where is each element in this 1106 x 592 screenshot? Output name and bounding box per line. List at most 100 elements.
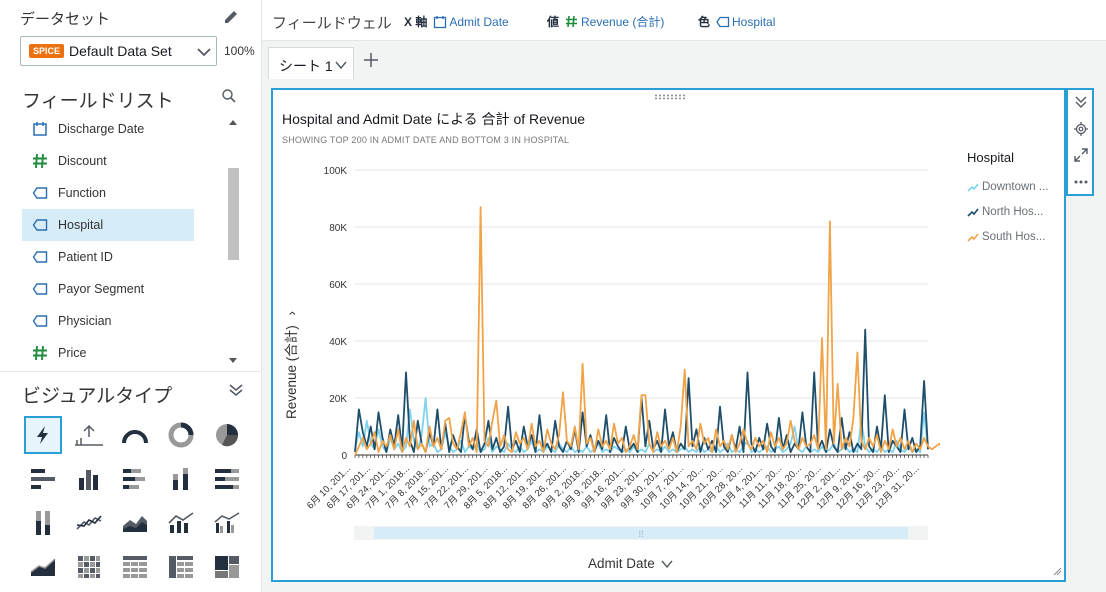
measure-icon [33, 345, 47, 361]
chevron-right-icon[interactable]: › [284, 310, 299, 316]
dataset-select[interactable]: SPICE Default Data Set [20, 36, 217, 66]
visual-types-heading: ビジュアルタイプ [22, 386, 173, 407]
pie-chart-icon[interactable] [208, 416, 246, 454]
donut-chart-icon[interactable] [162, 416, 200, 454]
stacked-column-icon[interactable] [162, 460, 200, 498]
stacked-area-icon[interactable] [24, 548, 62, 586]
vertical-bar-icon[interactable] [70, 460, 108, 498]
field-label: Hospital [58, 218, 104, 232]
field-item[interactable]: Price [22, 337, 194, 369]
scroll-up-arrow[interactable] [229, 120, 237, 125]
chevron-down-icon [197, 48, 211, 57]
field-item[interactable]: Payor Segment [22, 273, 194, 305]
search-icon[interactable] [221, 88, 237, 104]
y-axis-label[interactable]: Revenue (合計) › [280, 305, 300, 425]
visual-type-grid [24, 416, 244, 586]
field-wells-bar: フィールドウェル X 軸 Admit Date 値 Revenue (合計) 色… [262, 0, 1106, 41]
visual-subtitle: SHOWING TOP 200 IN ADMIT DATE AND BOTTOM… [282, 135, 570, 145]
drag-handle-icon[interactable] [654, 94, 686, 100]
dimension-icon [32, 219, 48, 231]
y-tick-label: 20K [329, 394, 347, 405]
legend-item[interactable]: North Hos... [967, 206, 1062, 231]
more-options-icon[interactable] [1073, 174, 1089, 190]
legend-label: North Hos... [982, 206, 1044, 218]
y-tick-label: 40K [329, 337, 347, 348]
dimension-icon [32, 251, 48, 263]
visual-menu [1066, 88, 1094, 196]
range-scrollbar-thumb[interactable] [374, 527, 908, 539]
sheet-tabs-bar: シート 1 [262, 41, 1106, 79]
autograph-icon[interactable] [24, 416, 62, 454]
table-icon[interactable] [116, 548, 154, 586]
y-tick-label: 80K [329, 223, 347, 234]
field-list-heading: フィールドリスト [22, 91, 174, 112]
field-item[interactable]: Discount [22, 145, 194, 177]
heat-map-icon[interactable] [70, 548, 108, 586]
x-axis-well[interactable]: X 軸 Admit Date [404, 13, 509, 30]
resize-handle-icon[interactable] [1052, 566, 1062, 576]
field-list: Discharge Date Discount Function Hospital Pa… [22, 113, 194, 369]
field-item[interactable]: Patient ID [22, 241, 194, 273]
field-wells-title[interactable]: フィールドウェル [272, 15, 392, 32]
stacked-bar-icon[interactable] [116, 460, 154, 498]
line-swatch-icon [967, 183, 979, 192]
scroll-thumb[interactable] [228, 168, 239, 260]
double-chevron-down-icon[interactable] [228, 383, 244, 397]
clustered-combo-icon[interactable] [208, 504, 246, 542]
legend-label: Downtown ... [982, 181, 1049, 193]
tree-map-icon[interactable] [208, 548, 246, 586]
pencil-icon[interactable] [222, 8, 240, 26]
grip-icon[interactable]: ⁞⁞ [638, 529, 643, 539]
collapse-icon[interactable] [1073, 94, 1089, 110]
measure-icon [33, 153, 47, 169]
dimension-icon [32, 315, 48, 327]
line-chart-icon[interactable] [70, 504, 108, 542]
y-axis-label-text: Revenue (合計) [284, 325, 299, 420]
combo-chart-icon[interactable] [162, 504, 200, 542]
line-swatch-icon [967, 208, 979, 217]
field-label: Price [58, 346, 87, 360]
field-label: Patient ID [58, 250, 113, 264]
scroll-down-arrow[interactable] [229, 358, 237, 363]
x-axis-well-label: X 軸 [404, 15, 428, 29]
field-item[interactable]: Hospital [22, 209, 194, 241]
area-chart-icon[interactable] [116, 504, 154, 542]
field-item[interactable]: Physician [22, 305, 194, 337]
expand-icon[interactable] [1073, 147, 1089, 163]
left-panel: データセット SPICE Default Data Set 100% フィールド… [0, 0, 262, 592]
gauge-icon[interactable] [116, 416, 154, 454]
value-well[interactable]: 値 Revenue (合計) [547, 13, 664, 30]
field-item[interactable]: Function [22, 177, 194, 209]
tab-sheet-1[interactable]: シート 1 [268, 47, 354, 79]
add-sheet-icon[interactable] [362, 51, 380, 69]
visual-title[interactable]: Hospital and Admit Date による 合計 of Revenu… [282, 111, 586, 127]
chevron-down-icon[interactable] [661, 560, 673, 568]
spice-badge: SPICE [29, 44, 65, 58]
gear-icon[interactable] [1073, 121, 1089, 137]
dimension-icon [32, 187, 48, 199]
kpi-icon[interactable] [70, 416, 108, 454]
x-axis-label[interactable]: Admit Date [588, 556, 673, 571]
color-well-value: Hospital [732, 14, 776, 29]
divider [0, 371, 262, 372]
field-label: Discount [58, 154, 107, 168]
series-line-2[interactable] [354, 328, 929, 454]
field-label: Physician [58, 314, 112, 328]
field-label: Payor Segment [58, 282, 145, 296]
percent-column-icon[interactable] [24, 504, 62, 542]
chevron-down-icon[interactable] [335, 60, 347, 70]
dataset-name: Default Data Set [69, 43, 172, 59]
percent-bar-icon[interactable] [208, 460, 246, 498]
series-line-3[interactable] [354, 206, 940, 456]
color-well[interactable]: 色 Hospital [698, 13, 775, 30]
field-item[interactable]: Discharge Date [22, 113, 194, 145]
x-axis-well-value: Admit Date [449, 14, 509, 29]
horizontal-bar-icon[interactable] [24, 460, 62, 498]
pivot-table-icon[interactable] [162, 548, 200, 586]
legend-item[interactable]: Downtown ... [967, 181, 1062, 206]
field-label: Function [58, 186, 106, 200]
dimension-icon [716, 16, 730, 27]
legend-item[interactable]: South Hos... [967, 231, 1062, 256]
